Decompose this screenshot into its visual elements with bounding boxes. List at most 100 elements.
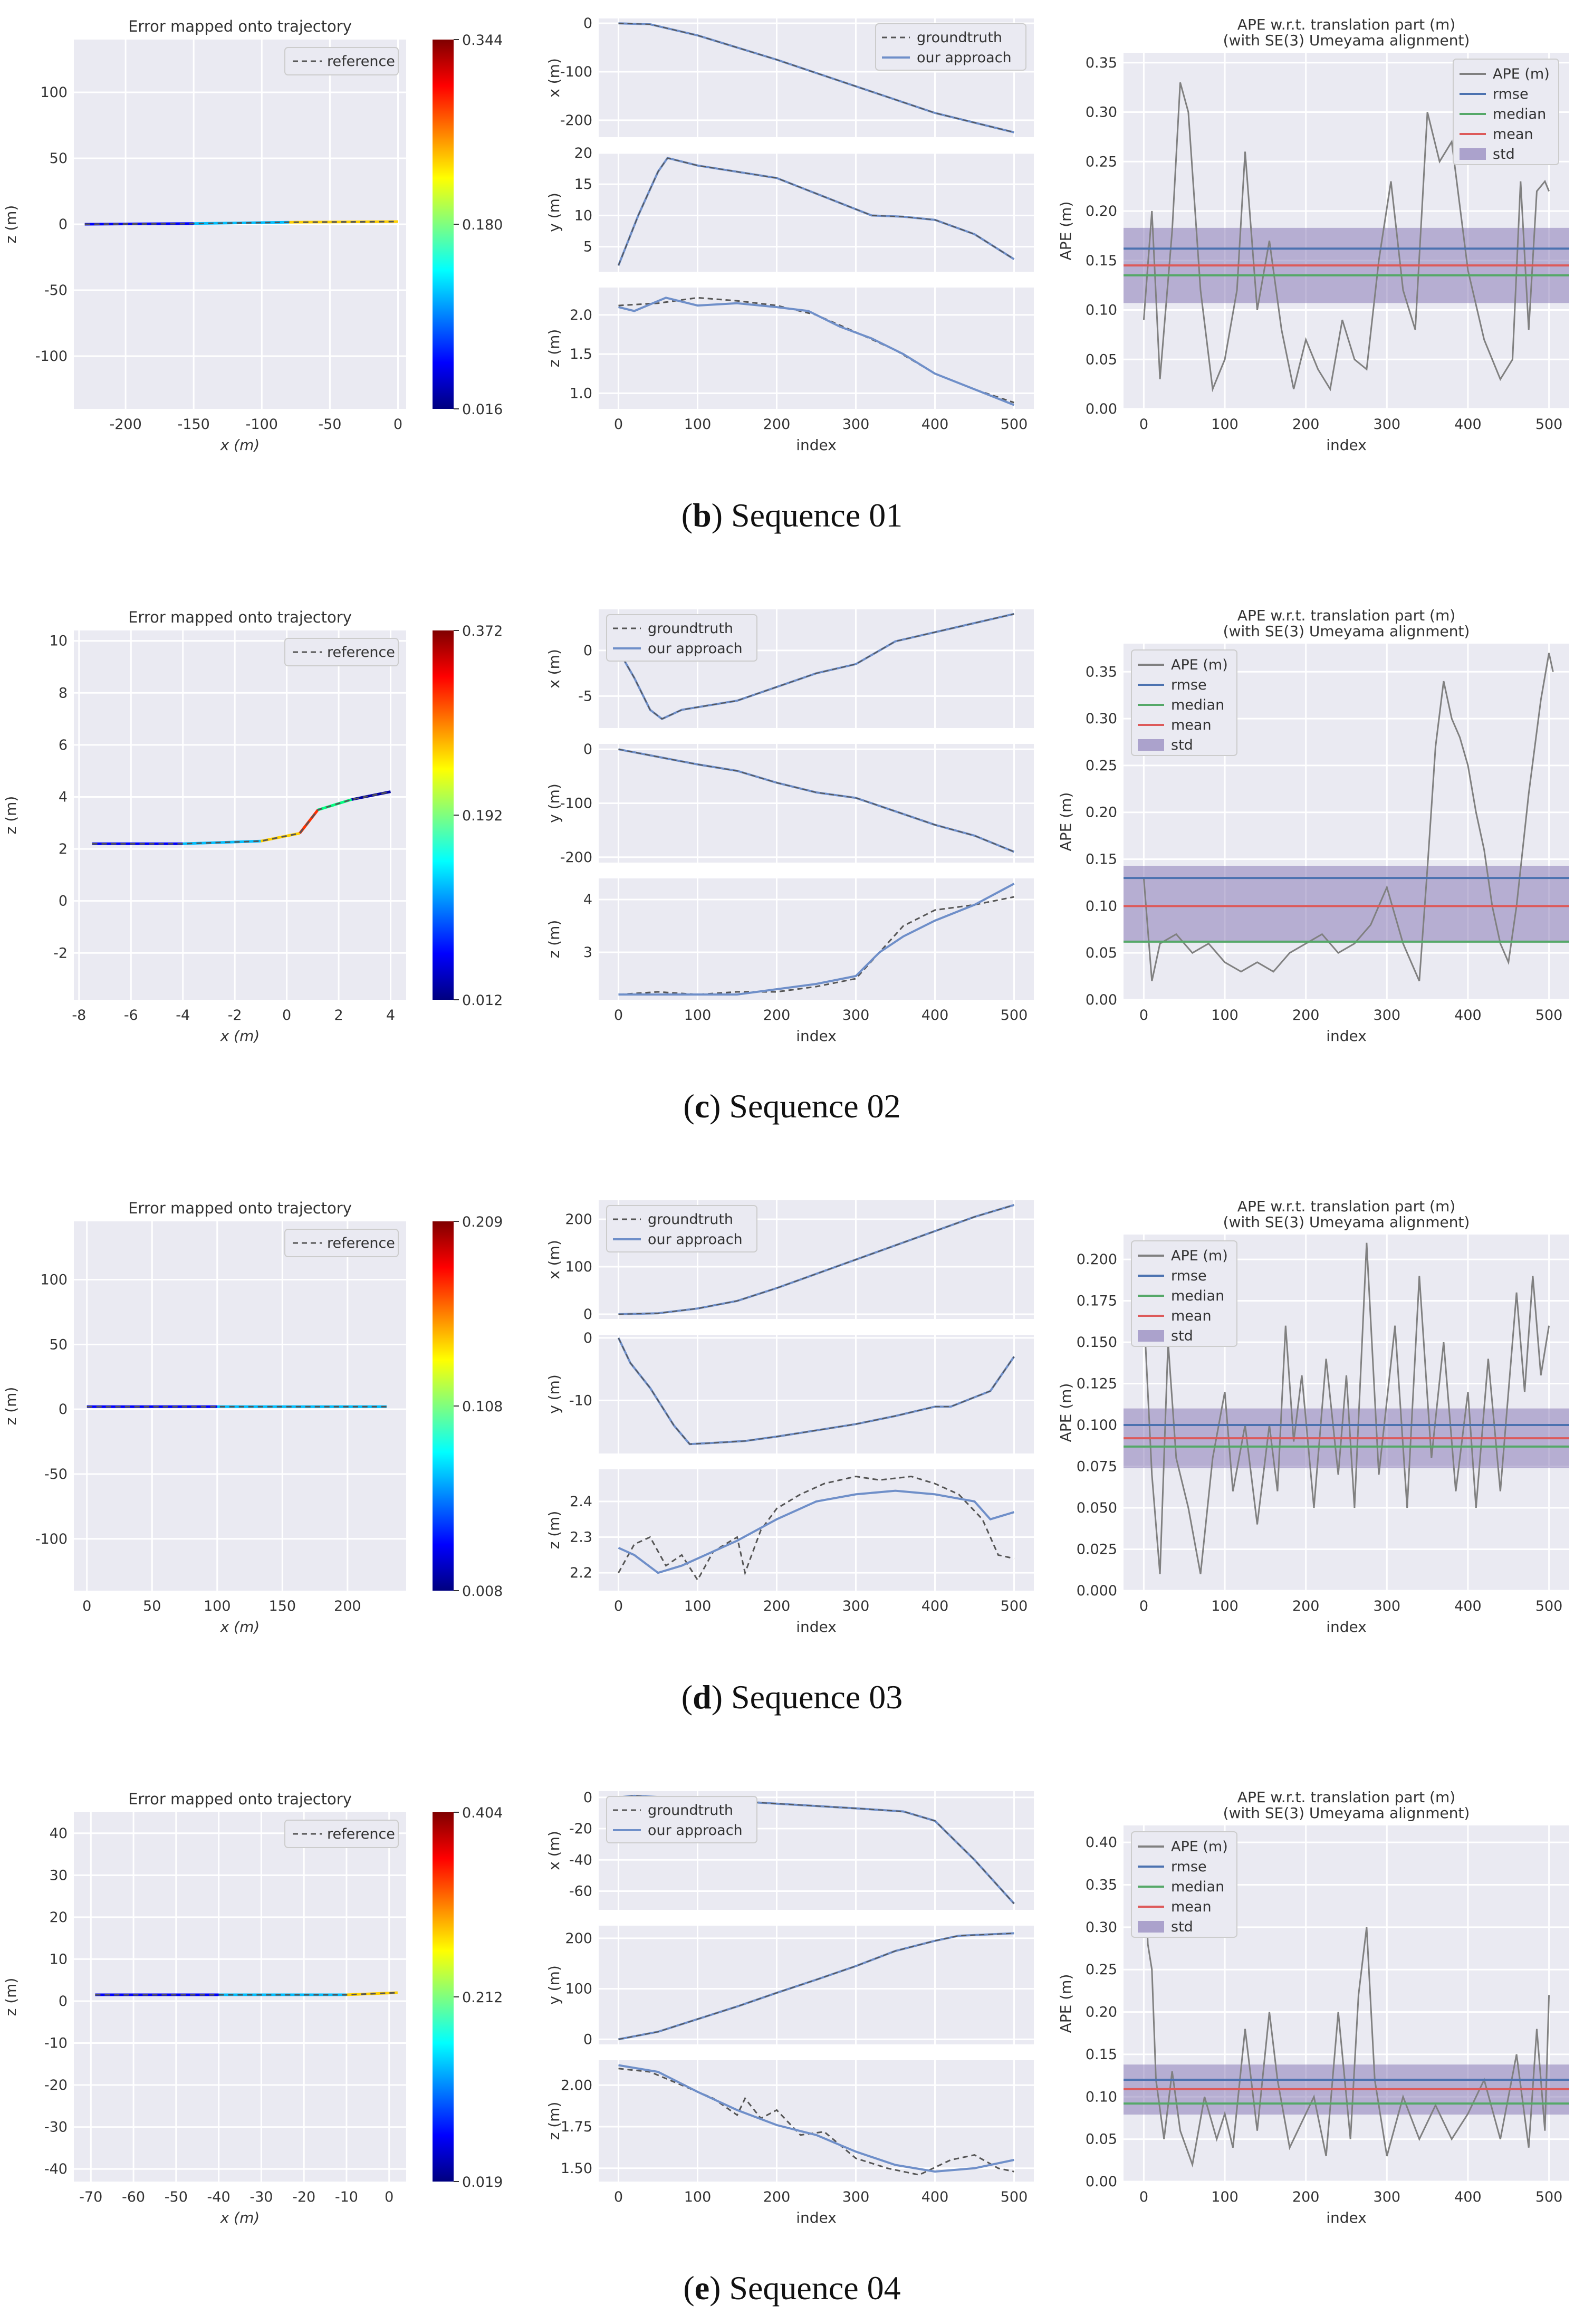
caption-paren: ): [709, 2269, 729, 2307]
ape-subtitle: (with SE(3) Umeyama alignment): [1223, 623, 1470, 640]
sequence-row: Error mapped onto trajectory -200 -150 -100…: [2, 15, 1569, 454]
groundtruth-line: [618, 1337, 1015, 1445]
y-tick-label: 0: [583, 643, 592, 659]
x-tick-label: 300: [1374, 2189, 1401, 2205]
legend-std-swatch: [1138, 739, 1164, 751]
colorbar: [433, 1812, 454, 2182]
legend-box: [284, 638, 399, 666]
y-tick-label: 1.0: [570, 385, 592, 401]
x-tick-label: -50: [165, 2189, 188, 2205]
traj-title: Error mapped onto trajectory: [128, 608, 352, 626]
y-tick-label: 0.20: [1086, 203, 1117, 219]
legend-reference-label: reference: [327, 1826, 395, 1842]
caption-paren: (: [681, 496, 693, 534]
y-tick-label: -200: [560, 849, 592, 866]
y-tick-label: 0.15: [1086, 2046, 1117, 2063]
x-tick-label: 400: [1454, 416, 1482, 433]
y-tick-label: -60: [569, 1883, 592, 1899]
colorbar: [433, 40, 454, 409]
legend-groundtruth-label: groundtruth: [648, 620, 733, 637]
groundtruth-line: [618, 1204, 1014, 1315]
y-tick-label: 2.0: [570, 307, 592, 323]
caption-paren: ): [711, 1678, 731, 1716]
x-tick-label: 300: [1374, 1598, 1401, 1614]
ape-legend-label: rmse: [1171, 1859, 1207, 1875]
ape-legend-label: mean: [1171, 1308, 1212, 1324]
approach-line: [618, 297, 1015, 406]
colorbar-label: 0.012: [462, 992, 503, 1009]
y-tick-label: 0.30: [1086, 104, 1117, 121]
ape-legend-box: [1131, 1831, 1237, 1938]
y-tick-label: 0.10: [1086, 2089, 1117, 2105]
y-axis-label: x (m): [545, 58, 563, 98]
x-axis-label: index: [796, 1618, 837, 1636]
x-tick-label: 300: [1374, 1007, 1401, 1024]
colorbar: [433, 1221, 454, 1591]
ape-legend-label: APE (m): [1171, 657, 1228, 673]
ape-legend-label: std: [1171, 737, 1193, 753]
y-tick-label: 0.30: [1086, 711, 1117, 727]
colorbar-label: 0.209: [462, 1214, 503, 1230]
y-tick-label: 0.075: [1077, 1459, 1117, 1475]
xyz-legend-box: [606, 614, 757, 662]
y-tick-label: 15: [574, 176, 592, 193]
y-tick-label: 50: [50, 1336, 68, 1353]
y-tick-label: 0: [59, 1401, 68, 1418]
y-axis-label: y (m): [545, 1374, 563, 1414]
y-tick-label: 30: [50, 1867, 68, 1883]
x-axis-label: x (m): [220, 436, 260, 454]
caption-paren: (: [683, 2269, 695, 2307]
x-tick-label: 100: [684, 1598, 712, 1614]
x-tick-label: 0: [1139, 1007, 1148, 1024]
x-tick-label: 300: [842, 2189, 870, 2205]
y-tick-label: 0.35: [1086, 1877, 1117, 1893]
y-axis-label: y (m): [545, 1965, 563, 2005]
ape-line: [1143, 82, 1550, 393]
x-tick-label: 100: [204, 1598, 231, 1614]
x-tick-label: -200: [109, 416, 141, 433]
y-tick-label: 0: [59, 1993, 68, 2010]
groundtruth-line: [618, 157, 1015, 266]
legend-approach-label: our approach: [648, 1822, 743, 1839]
approach-line: [618, 2064, 1014, 2173]
legend-reference-label: reference: [327, 644, 395, 661]
colorbar-label: 0.019: [462, 2174, 503, 2191]
xyz-legend-box: [606, 1205, 757, 1252]
traj-title: Error mapped onto trajectory: [128, 1199, 352, 1217]
y-tick-label: 40: [50, 1825, 68, 1842]
colorbar-label: 0.344: [462, 32, 503, 49]
traj-title: Error mapped onto trajectory: [128, 17, 352, 35]
legend-std-swatch: [1138, 1330, 1164, 1342]
x-tick-label: 200: [763, 1598, 791, 1614]
ape-title: APE w.r.t. translation part (m): [1237, 1198, 1455, 1215]
x-tick-label: 200: [1292, 1598, 1320, 1614]
y-tick-label: 0: [583, 741, 592, 758]
y-axis-label: y (m): [545, 193, 563, 232]
legend-box: [284, 1820, 399, 1848]
y-tick-label: 0.25: [1086, 1962, 1117, 1978]
legend-approach-label: our approach: [917, 50, 1012, 66]
x-axis-label: x (m): [220, 2209, 260, 2226]
y-tick-label: 1.5: [570, 346, 592, 362]
y-tick-label: 0: [583, 15, 592, 32]
y-axis-label: z (m): [545, 920, 563, 959]
x-tick-label: 500: [1001, 416, 1028, 433]
caption-letter: b: [693, 496, 712, 534]
y-tick-label: 6: [59, 737, 68, 753]
x-tick-label: 0: [1139, 1598, 1148, 1614]
plot-area: [599, 1335, 1034, 1453]
x-tick-label: 200: [1292, 2189, 1320, 2205]
y-tick-label: 100: [40, 1272, 68, 1288]
ape-legend-label: std: [1171, 1328, 1193, 1344]
x-tick-label: -50: [318, 416, 341, 433]
x-tick-label: -30: [249, 2189, 273, 2205]
traj-legend: reference: [284, 1229, 399, 1257]
y-axis-label: x (m): [545, 649, 563, 688]
figure-caption: (e) Sequence 04: [0, 2269, 1584, 2308]
colorbar-label: 0.108: [462, 1399, 503, 1415]
y-axis-label: APE (m): [1057, 1383, 1074, 1442]
ape-title: APE w.r.t. translation part (m): [1237, 607, 1455, 624]
x-tick-label: 200: [763, 1007, 791, 1024]
reference-line: [95, 1992, 398, 1996]
plot-area: [599, 288, 1034, 409]
